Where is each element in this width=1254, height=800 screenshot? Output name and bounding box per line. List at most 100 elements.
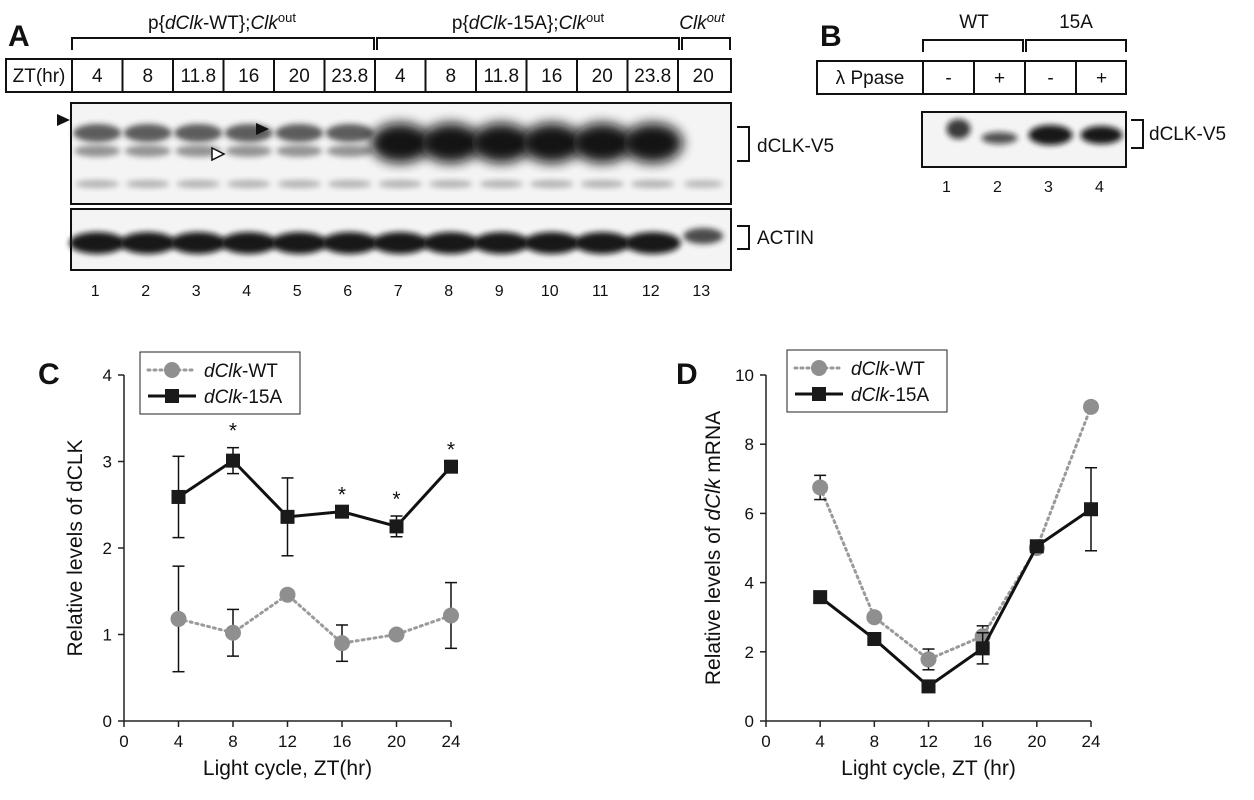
zt-cell: 20 xyxy=(592,66,613,87)
data-point-wt xyxy=(170,610,187,627)
background-band xyxy=(529,180,574,188)
data-point-wt xyxy=(279,586,296,603)
legend: dClk-WT dClk-15A xyxy=(139,351,301,415)
actin-band xyxy=(574,232,631,254)
x-tick-label: 24 xyxy=(1082,732,1101,751)
bracket-b-15a xyxy=(1025,39,1127,52)
dclk-band xyxy=(175,145,222,157)
data-point-15a xyxy=(813,590,828,605)
ppase-band xyxy=(1080,126,1123,144)
y-tick-label: 6 xyxy=(745,504,754,523)
x-axis-title: Light cycle, ZT (hr) xyxy=(841,757,1016,780)
data-point-15a xyxy=(335,504,349,519)
panel-d-label: D xyxy=(676,358,698,391)
actin-band xyxy=(683,228,724,244)
background-band xyxy=(327,180,372,188)
lane-number: 3 xyxy=(192,283,201,300)
significance-mark: * xyxy=(392,488,400,511)
dclk-band xyxy=(370,123,431,163)
data-point-15a xyxy=(1029,539,1044,554)
dclk-blot-label: dCLK-V5 xyxy=(757,136,834,157)
zt-cell: 8 xyxy=(142,66,153,87)
x-tick-label: 12 xyxy=(278,732,297,751)
actin-band xyxy=(69,232,126,254)
data-point-15a xyxy=(1084,502,1098,517)
y-tick-label: 4 xyxy=(103,366,112,385)
zt-cell: 11.8 xyxy=(180,66,216,87)
data-point-wt xyxy=(388,626,405,643)
ppase-table: λ Ppase - + - + xyxy=(816,60,1127,95)
panel-b-label: B xyxy=(820,20,842,53)
x-tick-label: 4 xyxy=(174,732,183,751)
background-band xyxy=(277,180,322,188)
data-point-15a xyxy=(867,631,882,646)
lane-numbers-b: 1 2 3 4 xyxy=(942,179,1104,196)
actin-band xyxy=(321,232,378,254)
actin-band xyxy=(473,232,530,254)
data-point-wt xyxy=(920,651,937,668)
legend: dClk-WT dClk-15A xyxy=(786,349,948,413)
background-band xyxy=(378,180,423,188)
group-header-15a: p{dClk-15A};Clkout xyxy=(452,10,605,34)
ppase-blot xyxy=(921,111,1127,168)
data-point-wt xyxy=(443,607,459,624)
data-point-15a xyxy=(975,641,990,656)
zt-cell: 16 xyxy=(541,66,562,87)
x-tick-label: 0 xyxy=(119,732,128,751)
background-band xyxy=(428,180,473,188)
data-point-15a xyxy=(171,489,186,504)
zt-cell: 16 xyxy=(238,66,259,87)
actin-band xyxy=(271,232,328,254)
dclk-band xyxy=(224,124,273,142)
data-point-wt xyxy=(866,609,883,626)
dclk-band xyxy=(74,145,121,157)
ppase-dclk-bracket xyxy=(1131,119,1144,149)
background-band xyxy=(683,180,724,188)
group-header-b-wt: WT xyxy=(959,12,989,33)
bracket-clkout xyxy=(681,37,731,50)
hyper-phospho-arrow-icon xyxy=(57,114,70,126)
legend-entry: dClk-15A xyxy=(204,387,282,408)
lane-number: 7 xyxy=(394,283,403,300)
group-header-b-15a: 15A xyxy=(1059,12,1093,33)
y-tick-label: 4 xyxy=(745,574,754,593)
legend-box xyxy=(139,351,301,415)
legend-entry: dClk-WT xyxy=(851,359,925,380)
x-tick-label: 20 xyxy=(1027,732,1046,751)
legend-marker xyxy=(165,389,179,403)
zt-cell: 4 xyxy=(395,66,406,87)
lane-number: 4 xyxy=(1095,179,1104,196)
data-point-wt xyxy=(1083,398,1099,415)
group-header-wt: p{dClk-WT};Clkout xyxy=(148,10,296,34)
dclk-blot xyxy=(57,102,732,205)
actin-band xyxy=(624,232,681,254)
background-band xyxy=(226,180,271,188)
lane-numbers-a: 1 2 3 4 5 6 7 8 9 10 11 12 13 xyxy=(91,283,710,300)
actin-bracket xyxy=(737,225,750,250)
lane-number: 4 xyxy=(242,283,251,300)
ppase-band xyxy=(981,132,1018,144)
y-tick-label: 2 xyxy=(103,539,112,558)
x-tick-label: 8 xyxy=(228,732,237,751)
lane-number: 9 xyxy=(495,283,504,300)
legend-entry: dClk-WT xyxy=(204,361,278,382)
legend-marker xyxy=(811,360,827,376)
dclk-band xyxy=(225,145,272,157)
dclk-band xyxy=(420,123,481,163)
x-tick-label: 24 xyxy=(442,732,461,751)
actin-band xyxy=(119,232,176,254)
background-band xyxy=(630,180,675,188)
data-point-wt xyxy=(334,635,350,652)
x-tick-label: 20 xyxy=(387,732,406,751)
group-header-clkout: Clkout xyxy=(679,10,726,34)
data-point-15a xyxy=(226,453,240,468)
lane-number: 12 xyxy=(642,283,660,300)
dclk-band xyxy=(123,124,172,142)
data-point-wt xyxy=(225,624,241,641)
legend-marker xyxy=(164,362,180,378)
background-band xyxy=(580,180,625,188)
actin-band xyxy=(372,232,429,254)
